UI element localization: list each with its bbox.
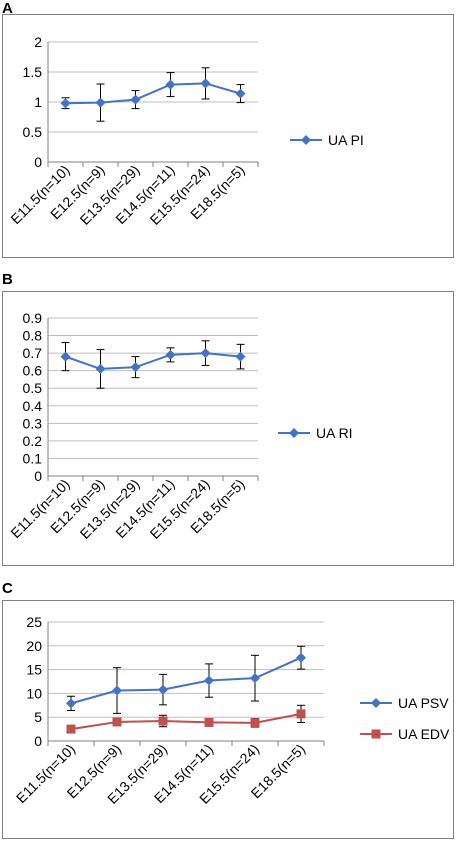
y-tick-label: 1.5 bbox=[23, 64, 43, 80]
legend-entry: UA EDV bbox=[360, 726, 450, 742]
y-tick-label: 2 bbox=[34, 34, 42, 50]
y-tick-label: 25 bbox=[26, 614, 42, 630]
series-ua-edv bbox=[66, 704, 306, 734]
data-point bbox=[66, 724, 76, 734]
data-point bbox=[250, 673, 260, 684]
data-point bbox=[66, 698, 76, 709]
legend-marker bbox=[301, 135, 311, 145]
y-tick-label: 10 bbox=[26, 685, 42, 701]
chart-b: 00.10.20.30.40.50.60.70.80.9E11.5(n=10)E… bbox=[2, 291, 454, 566]
series-line bbox=[70, 656, 302, 705]
panel-letter-a: A bbox=[2, 0, 13, 17]
data-point bbox=[112, 717, 122, 727]
series-line bbox=[65, 352, 241, 370]
data-point bbox=[165, 79, 176, 90]
y-tick-label: 0.5 bbox=[23, 380, 43, 396]
y-tick-label: 0.3 bbox=[23, 415, 43, 431]
chart-frame bbox=[2, 600, 454, 839]
data-point bbox=[204, 675, 214, 686]
legend-label: UA EDV bbox=[398, 726, 450, 742]
x-tick-label: E11.5(n=10) bbox=[13, 741, 78, 806]
data-point bbox=[158, 716, 168, 726]
legend-entry: UA PI bbox=[290, 132, 364, 148]
chart-frame bbox=[2, 14, 454, 258]
data-point bbox=[158, 684, 168, 695]
legend-marker bbox=[371, 729, 381, 739]
y-tick-label: 20 bbox=[26, 638, 42, 654]
legend-marker bbox=[289, 428, 299, 438]
data-point bbox=[296, 652, 306, 663]
panel-letter-b: B bbox=[2, 271, 13, 288]
y-tick-label: 1 bbox=[34, 94, 42, 110]
chart-a: 00.511.52E11.5(n=10)E12.5(n=9)E13.5(n=29… bbox=[2, 14, 454, 258]
data-point bbox=[95, 363, 106, 374]
y-tick-label: 0 bbox=[34, 468, 42, 484]
series-ua-ri bbox=[60, 340, 246, 389]
y-tick-label: 0.9 bbox=[23, 310, 43, 326]
data-point bbox=[296, 709, 306, 719]
data-point bbox=[165, 349, 176, 360]
legend-entry: UA PSV bbox=[360, 695, 449, 711]
data-point bbox=[60, 351, 71, 362]
data-point bbox=[200, 78, 211, 89]
y-tick-label: 0.4 bbox=[23, 398, 43, 414]
y-tick-label: 0.1 bbox=[23, 450, 43, 466]
y-tick-label: 0 bbox=[34, 733, 42, 749]
y-tick-label: 0.7 bbox=[23, 345, 43, 361]
legend-entry: UA RI bbox=[278, 425, 353, 441]
data-point bbox=[250, 718, 260, 728]
y-tick-label: 0.8 bbox=[23, 328, 43, 344]
data-point bbox=[200, 348, 211, 359]
legend-label: UA PI bbox=[328, 132, 364, 148]
series-line bbox=[70, 712, 302, 731]
chart-c: 0510152025E11.5(n=10)E12.5(n=9)E13.5(n=2… bbox=[2, 600, 454, 839]
y-tick-label: 15 bbox=[26, 662, 42, 678]
legend-label: UA PSV bbox=[398, 695, 449, 711]
chart-frame bbox=[2, 291, 454, 566]
data-point bbox=[130, 362, 141, 373]
data-point bbox=[204, 717, 214, 727]
y-tick-label: 0 bbox=[34, 154, 42, 170]
data-point bbox=[112, 685, 122, 696]
series-ua-psv bbox=[66, 645, 306, 714]
data-point bbox=[235, 88, 246, 99]
panel-letter-c: C bbox=[2, 580, 13, 597]
data-point bbox=[130, 94, 141, 105]
y-tick-label: 0.5 bbox=[23, 124, 43, 140]
legend-marker bbox=[371, 698, 381, 708]
y-tick-label: 5 bbox=[34, 709, 42, 725]
legend-label: UA RI bbox=[316, 425, 353, 441]
y-tick-label: 0.2 bbox=[23, 433, 43, 449]
data-point bbox=[60, 98, 71, 109]
data-point bbox=[235, 351, 246, 362]
series-line bbox=[65, 82, 241, 105]
series-ua-pi bbox=[60, 67, 246, 122]
y-tick-label: 0.6 bbox=[23, 363, 43, 379]
data-point bbox=[95, 97, 106, 108]
